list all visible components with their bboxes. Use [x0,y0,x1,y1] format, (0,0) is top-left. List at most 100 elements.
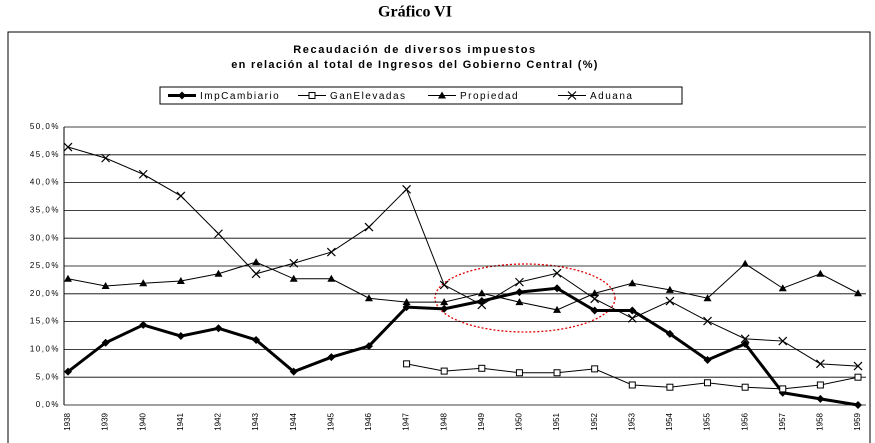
marker [853,361,863,371]
marker [439,280,449,290]
x-tick-label: 1954 [665,412,674,430]
marker [364,222,374,232]
marker [327,274,336,282]
marker [741,339,750,348]
marker [854,289,862,297]
marker [665,296,675,306]
marker [252,335,261,344]
marker [252,258,261,266]
chart-subtitle: en relación al total de Ingresos del Gob… [231,59,599,71]
x-tick-label: 1941 [176,412,185,430]
x-tick-label: 1947 [402,412,411,430]
marker [402,184,411,194]
y-tick-label: 5,0% [36,372,60,381]
marker [665,285,674,293]
x-tick-label: 1956 [740,412,749,430]
x-tick-label: 1938 [63,412,72,430]
marker [704,379,712,387]
marker [665,329,674,338]
x-tick-label: 1958 [815,412,824,430]
marker [289,274,298,282]
y-tick-label: 35,0% [30,206,60,215]
y-tick-label: 25,0% [30,261,60,270]
marker [515,298,524,306]
marker [779,385,787,393]
y-tick-label: 20,0% [30,289,60,298]
marker [214,324,223,333]
marker [590,294,600,304]
marker [666,383,674,391]
x-tick-label: 1950 [515,412,524,430]
marker [289,367,298,376]
marker [553,284,562,293]
legend-label: GanElevadas [330,91,407,102]
marker [854,401,862,409]
header: Gráfico VI [378,4,452,21]
marker [440,367,448,375]
marker [778,336,788,346]
x-tick-label: 1953 [627,412,636,430]
marker [308,92,316,99]
marker [628,279,637,287]
x-tick-label: 1949 [477,412,486,430]
marker [816,269,825,277]
x-tick-label: 1939 [101,412,110,430]
series-line [67,286,859,407]
marker [815,359,825,369]
marker [741,383,749,391]
y-tick-label: 40,0% [30,178,60,187]
marker [703,355,712,364]
legend-label: Aduana [590,91,633,102]
marker [440,298,449,306]
legend-label: ImpCambiario [200,91,280,102]
marker [628,306,637,315]
marker [214,229,223,239]
marker [478,364,486,372]
marker [552,268,562,278]
marker [854,373,862,381]
marker [816,381,824,389]
marker [138,169,148,179]
marker [591,365,599,373]
marker [816,394,825,403]
marker [176,191,186,201]
marker [402,298,411,306]
x-tick-label: 1945 [326,412,335,430]
marker [139,279,148,287]
marker [251,269,261,279]
marker [553,305,562,313]
marker [214,269,223,277]
marker [515,288,524,297]
marker [477,289,486,297]
marker [627,313,637,323]
y-tick-label: 30,0% [30,233,60,242]
marker [477,300,487,310]
x-tick-label: 1957 [778,412,787,430]
x-tick-label: 1952 [590,412,599,430]
x-tick-label: 1946 [364,412,373,430]
marker [515,277,524,287]
x-tick-label: 1951 [552,412,561,430]
marker [101,338,110,347]
marker [440,304,449,313]
marker [628,381,636,389]
x-tick-label: 1943 [251,412,260,430]
marker [176,332,185,341]
marker [289,258,299,268]
series-line [67,146,859,367]
y-tick-label: 45,0% [30,150,60,159]
marker [64,367,72,376]
marker [176,277,185,285]
marker [364,342,373,351]
marker [178,91,186,100]
marker [64,274,72,282]
marker [139,320,148,329]
y-tick-label: 15,0% [30,317,60,326]
marker [567,91,577,100]
legend-label: Propiedad [460,91,519,102]
marker [326,247,336,257]
marker [101,282,110,290]
series-line [67,261,859,311]
legend-box [159,86,683,105]
